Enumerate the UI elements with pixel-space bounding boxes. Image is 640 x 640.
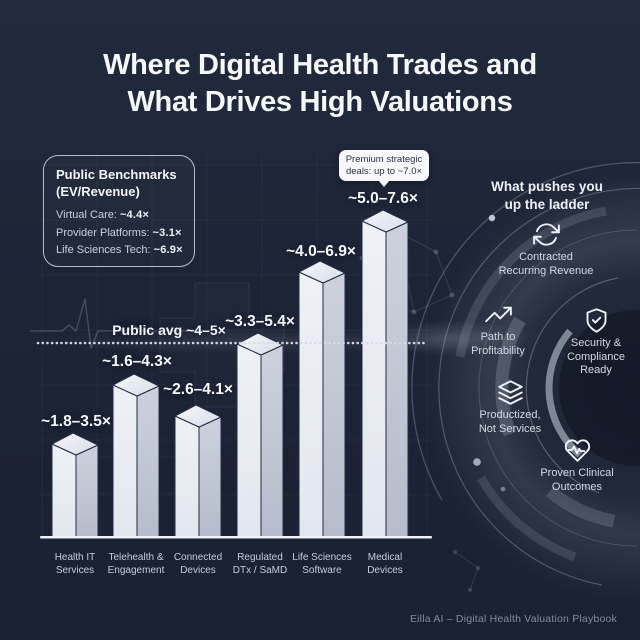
refresh-cycle-icon bbox=[532, 223, 560, 246]
bar-top-face bbox=[112, 373, 160, 397]
driver-contracted-recurring-revenue: Contracted Recurring Revenue bbox=[461, 221, 631, 278]
ring-dot bbox=[473, 458, 481, 466]
callout-text: Premium strategic deals: up to ~7.0× bbox=[345, 154, 423, 177]
benchmark-label: Provider Platforms: bbox=[56, 226, 150, 239]
benchmark-virtual-care: Virtual Care: ~4.4× bbox=[56, 207, 182, 225]
footer-credit: Eilla AI – Digital Health Valuation Play… bbox=[409, 613, 617, 625]
ring-dot bbox=[500, 486, 506, 492]
driver-path-to-profitability: Path to Profitability bbox=[433, 301, 563, 358]
bar-top-face bbox=[236, 332, 284, 356]
premium-deals-callout: Premium strategic deals: up to ~7.0× bbox=[339, 150, 429, 187]
benchmark-label: Life Sciences Tech: bbox=[56, 244, 151, 256]
bar-front-face bbox=[174, 415, 200, 538]
bar-top-face bbox=[298, 260, 346, 284]
benchmark-life-sciences-tech: Life Sciences Tech: ~6.9× bbox=[56, 242, 183, 260]
driver-label: Security & Compliance Ready bbox=[566, 337, 626, 376]
bar-side-face bbox=[385, 221, 409, 538]
bar-side-face bbox=[322, 272, 346, 538]
benchmark-value: ~6.9× bbox=[153, 244, 183, 256]
bar-top-face bbox=[174, 404, 222, 428]
bar-top-face bbox=[51, 432, 99, 456]
public-avg-reference-label: Public avg ~4–5× bbox=[112, 322, 226, 338]
bar-front-face bbox=[112, 384, 138, 538]
benchmark-value: ~4.4× bbox=[119, 209, 150, 221]
benchmark-label: Virtual Care: bbox=[56, 209, 117, 221]
benchmark-provider-platforms: Provider Platforms: ~3.1× bbox=[56, 225, 182, 243]
driver-label: Contracted Recurring Revenue bbox=[498, 251, 594, 277]
driver-productized-not-services: Productized, Not Services bbox=[440, 379, 580, 436]
radial-ladder-rings bbox=[411, 161, 640, 603]
bar-front-face bbox=[236, 343, 262, 538]
bar-side-face bbox=[260, 344, 284, 538]
benchmarks-heading: Public Benchmarks (EV/Revenue) bbox=[56, 167, 177, 199]
driver-label: Proven Clinical Outcomes bbox=[540, 467, 614, 493]
bar-side-face bbox=[75, 444, 99, 538]
bar-front-face bbox=[361, 220, 387, 538]
trending-up-icon bbox=[484, 306, 512, 323]
benchmark-value: ~3.1× bbox=[152, 226, 182, 239]
driver-label: Path to Profitability bbox=[471, 331, 525, 357]
page-title: Where Digital Health Trades and What Dri… bbox=[103, 49, 537, 118]
driver-label: Productized, Not Services bbox=[478, 409, 542, 435]
ring-dot bbox=[488, 214, 496, 222]
shield-check-icon bbox=[586, 308, 606, 333]
driver-proven-clinical-outcomes: Proven Clinical Outcomes bbox=[502, 437, 640, 494]
bar-side-face bbox=[198, 416, 222, 538]
bar-front-face bbox=[51, 443, 77, 538]
right-panel-heading: What pushes you up the ladder bbox=[491, 179, 603, 212]
layers-icon bbox=[497, 380, 523, 405]
bar-side-face bbox=[136, 385, 160, 538]
callout-pointer bbox=[378, 180, 390, 187]
bar-front-face bbox=[298, 271, 324, 538]
heart-pulse-icon bbox=[564, 439, 590, 462]
driver-security-compliance: Security & Compliance Ready bbox=[531, 307, 640, 378]
x-axis-baseline bbox=[40, 536, 432, 539]
public-benchmarks-card: Public Benchmarks (EV/Revenue) Virtual C… bbox=[43, 155, 195, 267]
bar-top-face bbox=[361, 209, 409, 233]
